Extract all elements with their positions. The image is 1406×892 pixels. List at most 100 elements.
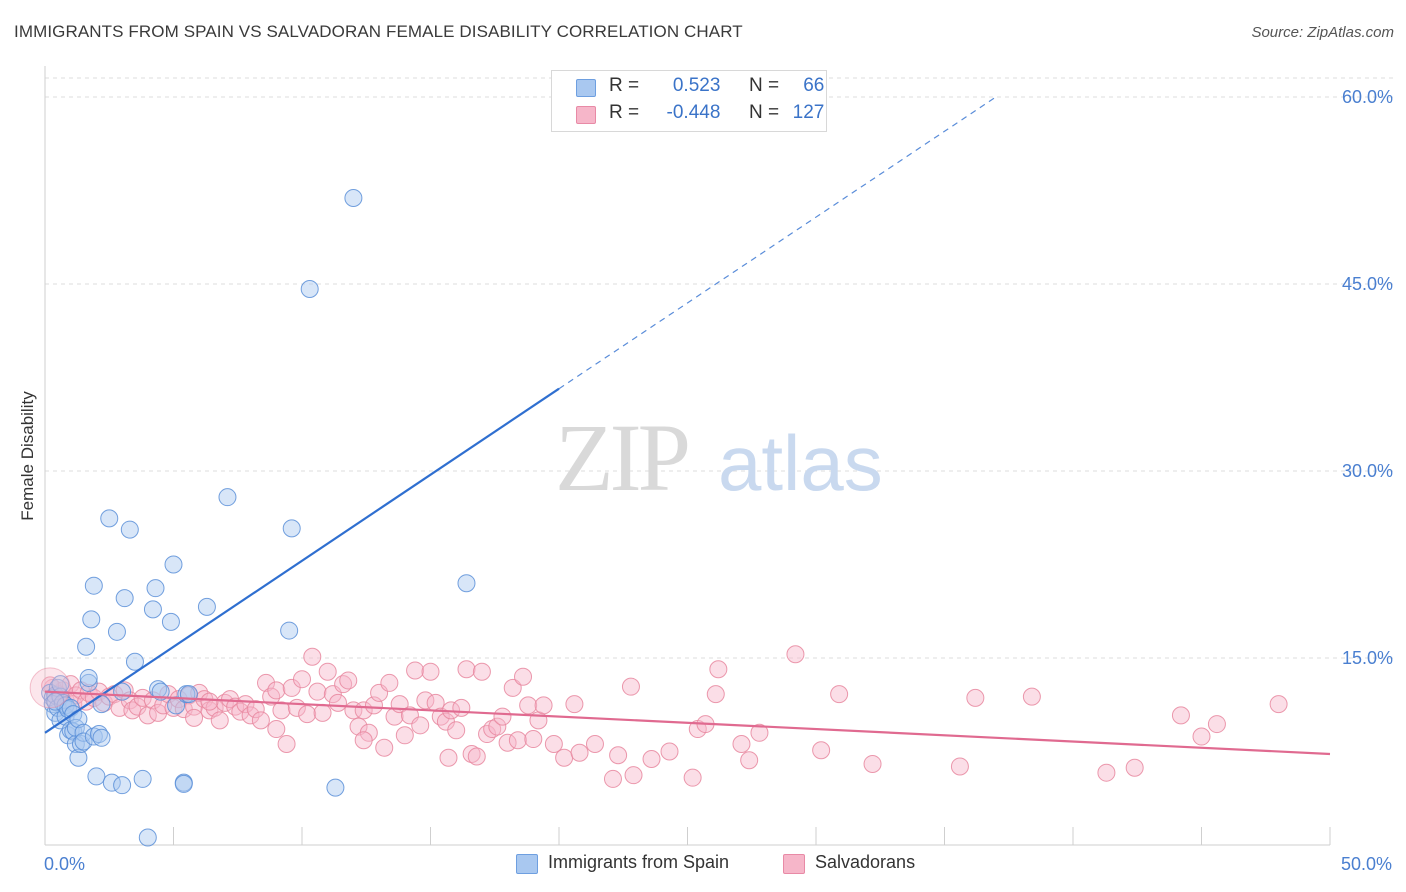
data-point [318,662,337,681]
data-point [421,662,440,681]
data-point [624,766,643,785]
data-point [642,749,661,768]
data-point [197,597,216,616]
x-tick-label: 0.0% [44,854,85,874]
data-point [411,716,430,735]
data-point [267,681,286,700]
data-points [29,188,1288,847]
data-point [246,700,265,719]
data-point [326,778,345,797]
y-axis-label: Female Disability [18,391,37,521]
data-point [210,711,229,730]
series-swatch-salvadorans [783,854,805,874]
data-point [167,696,186,715]
data-point [293,670,311,689]
gridlines [45,77,1395,659]
data-point [472,662,491,681]
data-point [257,673,276,692]
data-point [138,828,157,847]
data-point [950,757,969,776]
trend-line-extension [558,96,997,390]
data-point [706,685,725,704]
data-point [280,621,299,640]
data-point [200,692,219,711]
data-point [79,668,98,687]
data-point [1192,727,1211,746]
data-point [740,751,759,770]
series-label-salvadorans: Salvadorans [815,852,916,872]
legend-r-label: R = [609,102,640,123]
data-point [298,705,317,724]
data-point [272,701,291,720]
series-swatch-spain [516,854,538,874]
tick-labels: 15.0% 30.0% 45.0% 60.0% 0.0% 50.0% [44,87,1393,874]
source-credit: Source: ZipAtlas.com [1251,24,1394,41]
data-point [483,720,502,739]
data-point [1022,687,1041,706]
data-point [1207,715,1226,734]
data-point [488,717,507,736]
data-point [709,660,728,679]
data-point [125,652,144,671]
data-point [82,610,101,629]
y-tick-label: 15.0% [1342,648,1393,668]
data-point [452,698,471,717]
legend-swatch-salvadorans [576,106,596,124]
data-point [349,717,368,736]
data-point [555,748,574,767]
data-point [102,773,121,792]
data-point [524,730,543,749]
data-point [328,693,347,712]
data-point [151,682,170,701]
data-point [164,555,183,574]
data-point [100,509,119,528]
watermark-zip: ZIP [555,404,688,511]
data-point-cluster [29,667,71,709]
y-tick-label: 45.0% [1342,274,1393,294]
series-points [41,188,476,847]
data-point [750,723,769,742]
data-point [462,744,481,763]
data-point [354,731,373,750]
data-point [519,696,538,715]
data-point [143,600,162,619]
data-point [120,520,139,539]
legend-text-spain: R = 0.523 N = 66 [609,75,824,97]
data-point [830,685,849,704]
data-point [683,768,702,787]
data-point [514,667,533,686]
data-point [570,743,589,762]
data-point [1171,706,1190,725]
trend-line [44,387,560,734]
data-point [113,776,132,795]
data-point [786,645,805,664]
data-point [344,188,363,207]
data-point [544,735,563,754]
data-point [585,735,604,754]
data-point [416,691,435,710]
data-point [431,707,450,726]
data-point [282,519,301,538]
data-point [218,488,237,507]
data-point [457,574,476,593]
legend-n-label: N = [748,75,780,96]
data-point [77,637,96,656]
data-point [508,731,527,750]
data-point [467,747,486,766]
legend-n-value: 66 [803,75,825,96]
data-point [812,741,831,760]
data-point [267,720,286,739]
data-point [1125,758,1144,777]
data-point [303,647,322,666]
data-point [251,711,270,730]
data-point [339,671,358,690]
series-points [41,645,1288,788]
y-tick-label: 30.0% [1342,461,1393,481]
series-label-spain: Immigrants from Spain [548,852,730,872]
data-point [1269,695,1288,714]
data-point [447,721,466,740]
data-point [534,696,553,715]
stats-legend: R = 0.523 N = 66 R = -0.448 N = 127 [551,70,827,132]
watermark-atlas: atlas [718,419,883,507]
legend-r-value: 0.523 [672,75,721,96]
